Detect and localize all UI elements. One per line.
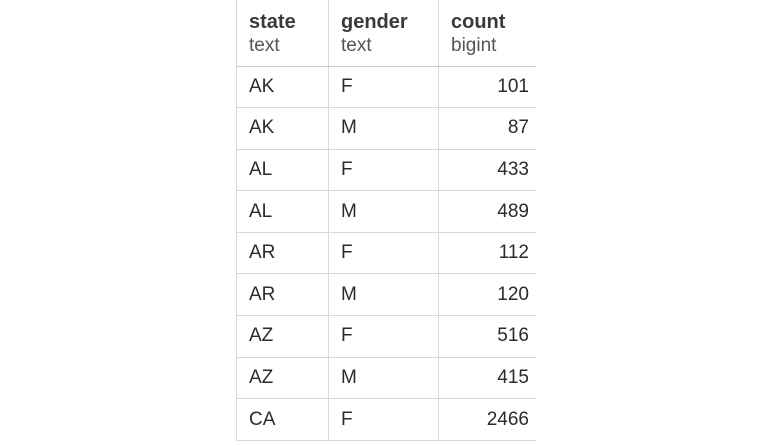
column-header-count[interactable]: count bigint — [438, 0, 536, 67]
column-name: gender — [341, 11, 408, 33]
table-row[interactable]: AZ F 516 — [236, 315, 536, 358]
table-row[interactable]: AK F 101 — [236, 65, 536, 109]
cell-gender[interactable]: F — [328, 65, 439, 109]
column-type: bigint — [451, 35, 497, 56]
cell-count[interactable]: 433 — [438, 148, 536, 192]
cell-gender[interactable]: F — [328, 398, 439, 441]
column-name: state — [249, 11, 296, 33]
cell-count[interactable]: 87 — [438, 107, 536, 150]
cell-state[interactable]: AZ — [236, 356, 329, 400]
table-row[interactable]: AR F 112 — [236, 231, 536, 275]
cell-state[interactable]: CA — [236, 398, 329, 441]
column-type: text — [249, 35, 280, 56]
column-name: count — [451, 11, 506, 33]
table-row[interactable]: CA F 2466 — [236, 398, 536, 441]
table-row[interactable]: AZ M 415 — [236, 356, 536, 400]
table-row[interactable]: AL F 433 — [236, 148, 536, 192]
cell-gender[interactable]: F — [328, 148, 439, 192]
header-row: state text gender text count bigint — [236, 0, 536, 67]
cell-count[interactable]: 415 — [438, 356, 536, 400]
column-type: text — [341, 35, 372, 56]
table-row[interactable]: AR M 120 — [236, 273, 536, 317]
table-row[interactable]: AK M 87 — [236, 107, 536, 150]
cell-state[interactable]: AL — [236, 190, 329, 233]
cell-count[interactable]: 489 — [438, 190, 536, 233]
cell-state[interactable]: AK — [236, 107, 329, 150]
cell-state[interactable]: AK — [236, 65, 329, 109]
column-header-gender[interactable]: gender text — [328, 0, 439, 67]
cell-gender[interactable]: M — [328, 273, 439, 317]
cell-state[interactable]: AZ — [236, 315, 329, 358]
cell-gender[interactable]: M — [328, 356, 439, 400]
cell-state[interactable]: AL — [236, 148, 329, 192]
table-row[interactable]: AL M 489 — [236, 190, 536, 233]
cell-gender[interactable]: F — [328, 315, 439, 358]
cell-count[interactable]: 516 — [438, 315, 536, 358]
cell-count[interactable]: 101 — [438, 65, 536, 109]
cell-count[interactable]: 112 — [438, 231, 536, 275]
cell-gender[interactable]: M — [328, 107, 439, 150]
cell-state[interactable]: AR — [236, 231, 329, 275]
result-table: state text gender text count bigint AK F… — [236, 0, 536, 441]
query-result-grid: state text gender text count bigint AK F… — [236, 0, 536, 446]
cell-gender[interactable]: M — [328, 190, 439, 233]
cell-count[interactable]: 2466 — [438, 398, 536, 441]
cell-count[interactable]: 120 — [438, 273, 536, 317]
cell-state[interactable]: AR — [236, 273, 329, 317]
column-header-state[interactable]: state text — [236, 0, 329, 67]
cell-gender[interactable]: F — [328, 231, 439, 275]
